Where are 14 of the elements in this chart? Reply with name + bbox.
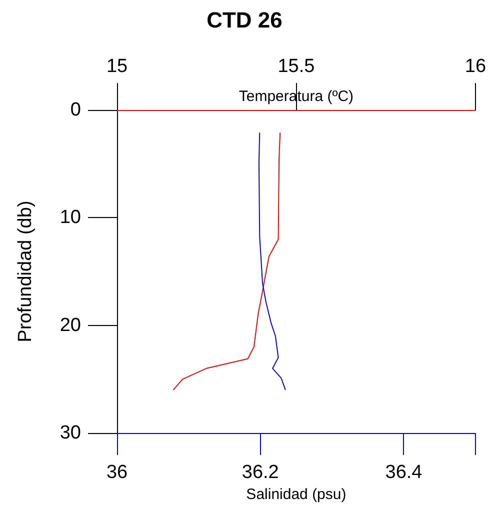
y-tick-label: 30 <box>60 422 81 444</box>
y-tick-label: 0 <box>70 100 81 120</box>
y-tick-label: 10 <box>60 207 81 228</box>
x-tick-label: 36.2 <box>242 462 279 483</box>
x-axis-title: Salinidad (psu) <box>246 486 346 503</box>
chart-title: CTD 26 <box>206 8 282 32</box>
y-axis-title: Profundidad (db) <box>15 200 36 342</box>
line-series <box>258 132 286 390</box>
x-tick-label: 36.4 <box>385 462 423 483</box>
y-tick-label: 20 <box>60 314 81 336</box>
x-tick-label: 36 <box>106 462 128 483</box>
x2-tick-label: 15.5 <box>278 56 315 77</box>
x2-tick-label: 15 <box>106 56 128 77</box>
x2-tick-label: 16 <box>464 56 486 77</box>
